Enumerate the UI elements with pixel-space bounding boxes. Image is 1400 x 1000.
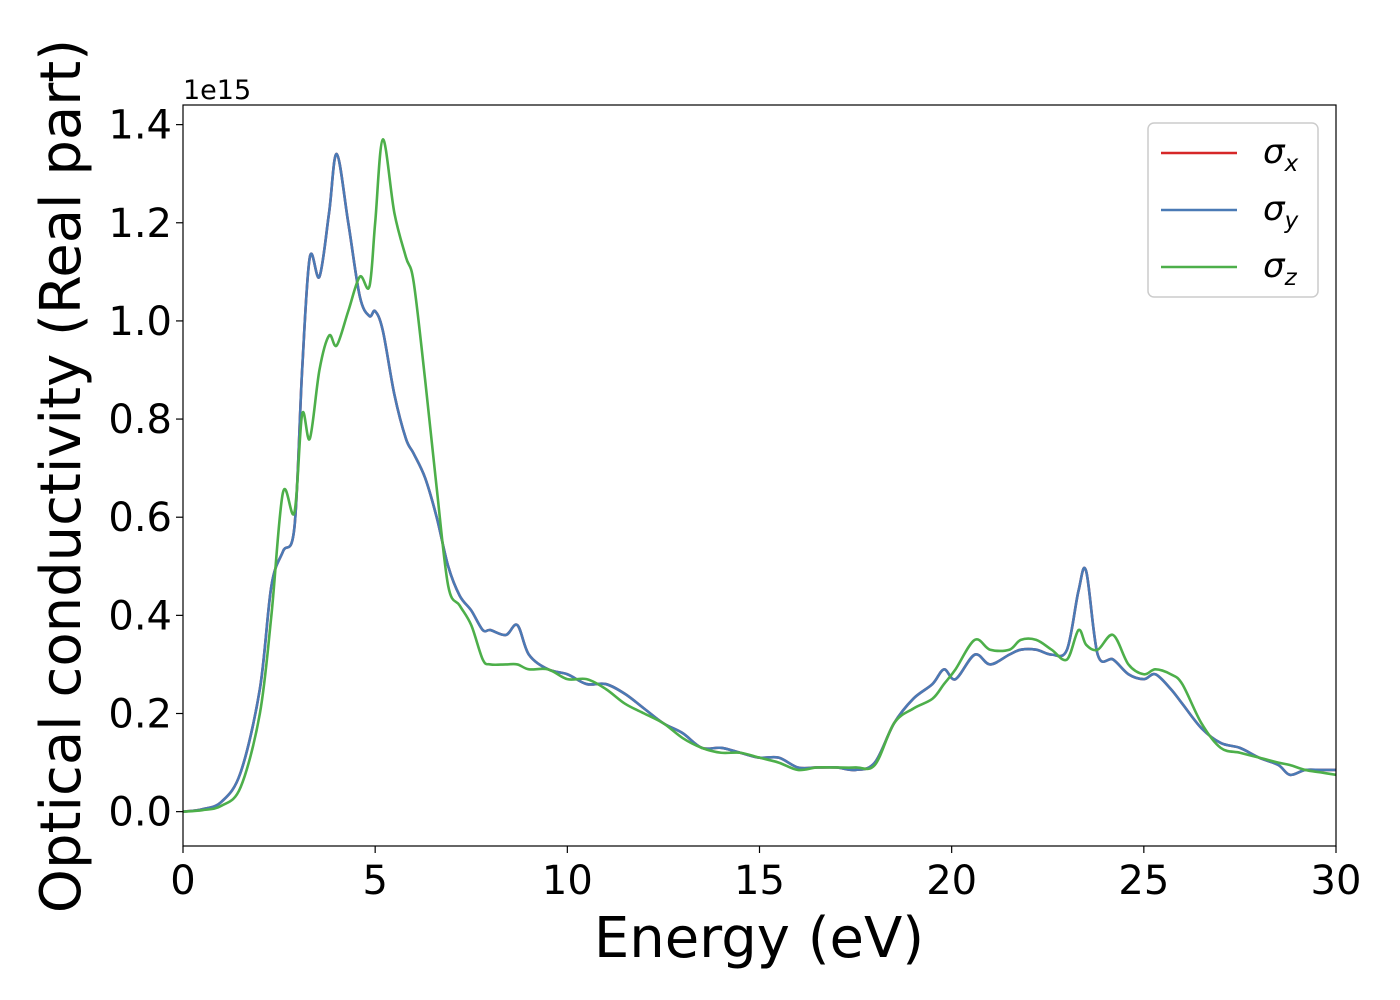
x-tick-label: 20 [926, 858, 977, 904]
x-tick-label: 25 [1118, 858, 1169, 904]
x-axis-ticks: 0 5 10 15 20 25 30 [170, 846, 1361, 904]
y-tick-label: 1.4 [108, 103, 172, 149]
x-tick-label: 15 [734, 858, 785, 904]
series-line-sigma-y [183, 152, 1336, 813]
y-axis-title: Optical conductivity (Real part) [29, 39, 94, 913]
x-tick-label: 10 [542, 858, 593, 904]
x-tick-label: 30 [1311, 858, 1362, 904]
series-line-sigma-z [183, 138, 1336, 813]
legend-label-sigma-x: σx [1263, 132, 1299, 177]
y-tick-label: 0.2 [108, 692, 172, 738]
y-tick-label: 0.8 [108, 397, 172, 443]
series-layer [183, 138, 1336, 813]
y-offset-label: 1e15 [183, 75, 251, 106]
y-tick-label: 0.6 [108, 495, 172, 541]
x-tick-label: 0 [170, 858, 195, 904]
legend: σx σy σz [1147, 122, 1319, 298]
legend-label-sigma-y: σy [1263, 189, 1299, 234]
y-tick-label: 1.2 [108, 201, 172, 247]
y-tick-label: 1.0 [108, 299, 172, 345]
legend-label-sigma-z: σz [1263, 246, 1298, 291]
x-axis-title: Energy (eV) [594, 906, 924, 971]
y-tick-label: 0.0 [108, 790, 172, 836]
y-tick-label: 0.4 [108, 593, 172, 639]
y-axis-ticks: 0.0 0.2 0.4 0.6 0.8 1.0 1.2 1.4 [108, 103, 183, 836]
x-tick-label: 5 [362, 858, 387, 904]
